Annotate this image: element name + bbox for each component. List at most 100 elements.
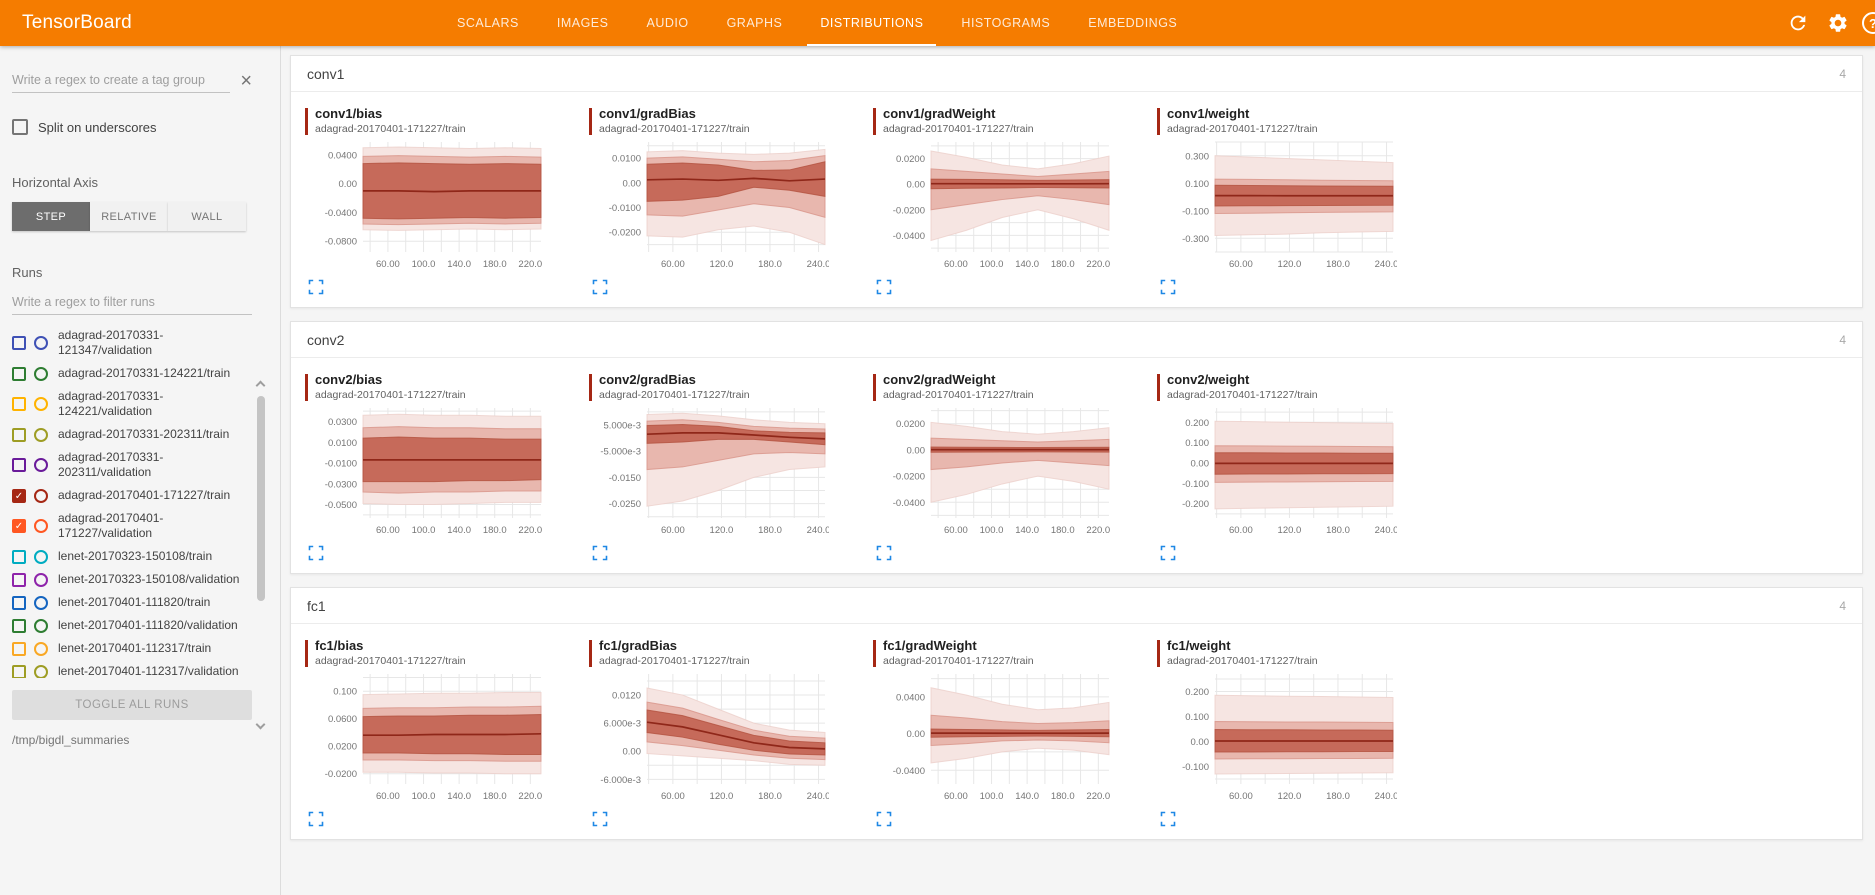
run-row[interactable]: adagrad-20170331-121347/validation <box>12 324 240 362</box>
run-row[interactable]: lenet-20170323-150108/train <box>12 545 240 568</box>
run-checkbox[interactable] <box>12 595 26 610</box>
run-color-radio[interactable] <box>34 397 48 411</box>
tab-scalars[interactable]: SCALARS <box>457 16 519 30</box>
run-label: lenet-20170401-112317/train <box>58 641 212 655</box>
axis-step-button[interactable]: STEP <box>12 202 90 231</box>
run-checkbox[interactable] <box>12 336 26 350</box>
run-checkbox[interactable] <box>12 427 26 442</box>
run-color-radio[interactable] <box>34 366 48 381</box>
svg-text:0.0200: 0.0200 <box>328 742 357 753</box>
split-underscores-checkbox[interactable] <box>12 119 28 135</box>
run-color-radio[interactable] <box>34 458 48 472</box>
svg-text:220.0: 220.0 <box>1086 525 1110 536</box>
run-color-radio[interactable] <box>34 572 48 587</box>
run-checkbox[interactable]: ✓ <box>12 488 26 503</box>
run-row[interactable]: adagrad-20170331-124221/train <box>12 362 240 385</box>
expand-icon[interactable] <box>1160 545 1176 561</box>
expand-icon[interactable] <box>308 811 324 827</box>
run-label: lenet-20170401-112317/validation <box>58 664 239 678</box>
run-checkbox[interactable] <box>12 618 26 633</box>
expand-icon[interactable] <box>876 811 892 827</box>
svg-text:6.000e-3: 6.000e-3 <box>603 719 641 730</box>
run-row[interactable]: adagrad-20170331-124221/validation <box>12 385 240 423</box>
run-row[interactable]: lenet-20170401-111820/validation <box>12 614 240 637</box>
expand-icon[interactable] <box>1160 279 1176 295</box>
close-icon[interactable]: × <box>240 69 252 92</box>
tab-embeddings[interactable]: EMBEDDINGS <box>1088 16 1178 30</box>
run-row[interactable]: adagrad-20170331-202311/validation <box>12 446 240 484</box>
run-color-radio[interactable] <box>34 618 48 633</box>
chart-titles: conv1/weight adagrad-20170401-171227/tra… <box>1167 106 1318 135</box>
run-color-bar <box>873 108 876 135</box>
run-checkbox[interactable] <box>12 549 26 564</box>
run-row[interactable]: lenet-20170401-111820/train <box>12 591 240 614</box>
run-checkbox[interactable] <box>12 397 26 411</box>
run-color-radio[interactable] <box>34 488 48 503</box>
run-checkbox[interactable] <box>12 572 26 587</box>
svg-text:-0.0200: -0.0200 <box>893 472 925 483</box>
scrollbar-thumb[interactable] <box>257 396 265 601</box>
expand-icon[interactable] <box>308 545 324 561</box>
run-color-bar <box>873 374 876 401</box>
axis-mode-toggle: STEP RELATIVE WALL <box>12 202 246 231</box>
refresh-icon[interactable] <box>1787 12 1809 34</box>
run-row[interactable]: ✓ adagrad-20170401-171227/validation <box>12 507 240 545</box>
chart-header: conv1/gradWeight adagrad-20170401-171227… <box>873 106 1145 135</box>
run-checkbox[interactable] <box>12 664 26 678</box>
tab-images[interactable]: IMAGES <box>556 16 609 30</box>
help-icon[interactable]: ? <box>1862 12 1875 34</box>
scroll-down-icon[interactable] <box>255 719 266 730</box>
section-header[interactable]: conv1 4 <box>291 56 1862 92</box>
run-label: adagrad-20170331-202311/train <box>58 427 230 441</box>
svg-text:-0.0150: -0.0150 <box>609 473 641 484</box>
run-row[interactable]: ✓ adagrad-20170401-171227/train <box>12 484 240 507</box>
run-color-radio[interactable] <box>34 664 48 678</box>
svg-text:240.0: 240.0 <box>807 525 829 536</box>
run-checkbox[interactable]: ✓ <box>12 519 26 533</box>
expand-icon[interactable] <box>592 279 608 295</box>
expand-icon[interactable] <box>1160 811 1176 827</box>
tab-audio[interactable]: AUDIO <box>646 16 689 30</box>
expand-icon[interactable] <box>876 545 892 561</box>
svg-text:180.0: 180.0 <box>1326 791 1350 802</box>
distribution-plot: 0.200 0.100 0.00 -0.100 -0.200 60.00 120.0 180.… <box>1182 408 1397 536</box>
section-header[interactable]: conv2 4 <box>291 322 1862 358</box>
expand-icon[interactable] <box>308 279 324 295</box>
split-underscores-row[interactable]: Split on underscores <box>12 119 268 135</box>
run-label: adagrad-20170331-124221/train <box>58 366 231 380</box>
distribution-chart: conv2/gradBias adagrad-20170401-171227/t… <box>583 368 867 565</box>
scroll-up-icon[interactable] <box>255 380 266 391</box>
run-checkbox[interactable] <box>12 641 26 656</box>
svg-text:180.0: 180.0 <box>758 259 782 270</box>
tab-histograms[interactable]: HISTOGRAMS <box>961 16 1051 30</box>
app-title: TensorBoard <box>22 12 132 33</box>
axis-relative-button[interactable]: RELATIVE <box>90 202 168 231</box>
tag-regex-input[interactable] <box>12 68 231 93</box>
run-checkbox[interactable] <box>12 366 26 381</box>
run-label: adagrad-20170401-171227/validation <box>58 511 164 540</box>
tab-graphs[interactable]: GRAPHS <box>726 16 783 30</box>
settings-gear-icon[interactable] <box>1827 12 1849 34</box>
svg-text:220.0: 220.0 <box>1086 791 1110 802</box>
runs-regex-input[interactable] <box>12 290 252 315</box>
run-row[interactable]: lenet-20170401-112317/validation <box>12 660 240 678</box>
toggle-all-runs-button[interactable]: TOGGLE ALL RUNS <box>12 690 252 720</box>
run-row[interactable]: lenet-20170401-112317/train <box>12 637 240 660</box>
svg-text:140.0: 140.0 <box>447 259 471 270</box>
section-header[interactable]: fc1 4 <box>291 588 1862 624</box>
run-color-radio[interactable] <box>34 549 48 564</box>
axis-wall-button[interactable]: WALL <box>168 202 246 231</box>
run-row[interactable]: adagrad-20170331-202311/train <box>12 423 240 446</box>
run-color-radio[interactable] <box>34 519 48 533</box>
run-color-radio[interactable] <box>34 336 48 350</box>
run-row[interactable]: lenet-20170323-150108/validation <box>12 568 240 591</box>
tab-distributions[interactable]: DISTRIBUTIONS <box>801 0 942 46</box>
expand-icon[interactable] <box>876 279 892 295</box>
run-color-radio[interactable] <box>34 641 48 656</box>
run-color-radio[interactable] <box>34 595 48 610</box>
run-color-radio[interactable] <box>34 427 48 442</box>
run-checkbox[interactable] <box>12 458 26 472</box>
runs-scrollbar[interactable] <box>255 378 267 732</box>
expand-icon[interactable] <box>592 545 608 561</box>
expand-icon[interactable] <box>592 811 608 827</box>
